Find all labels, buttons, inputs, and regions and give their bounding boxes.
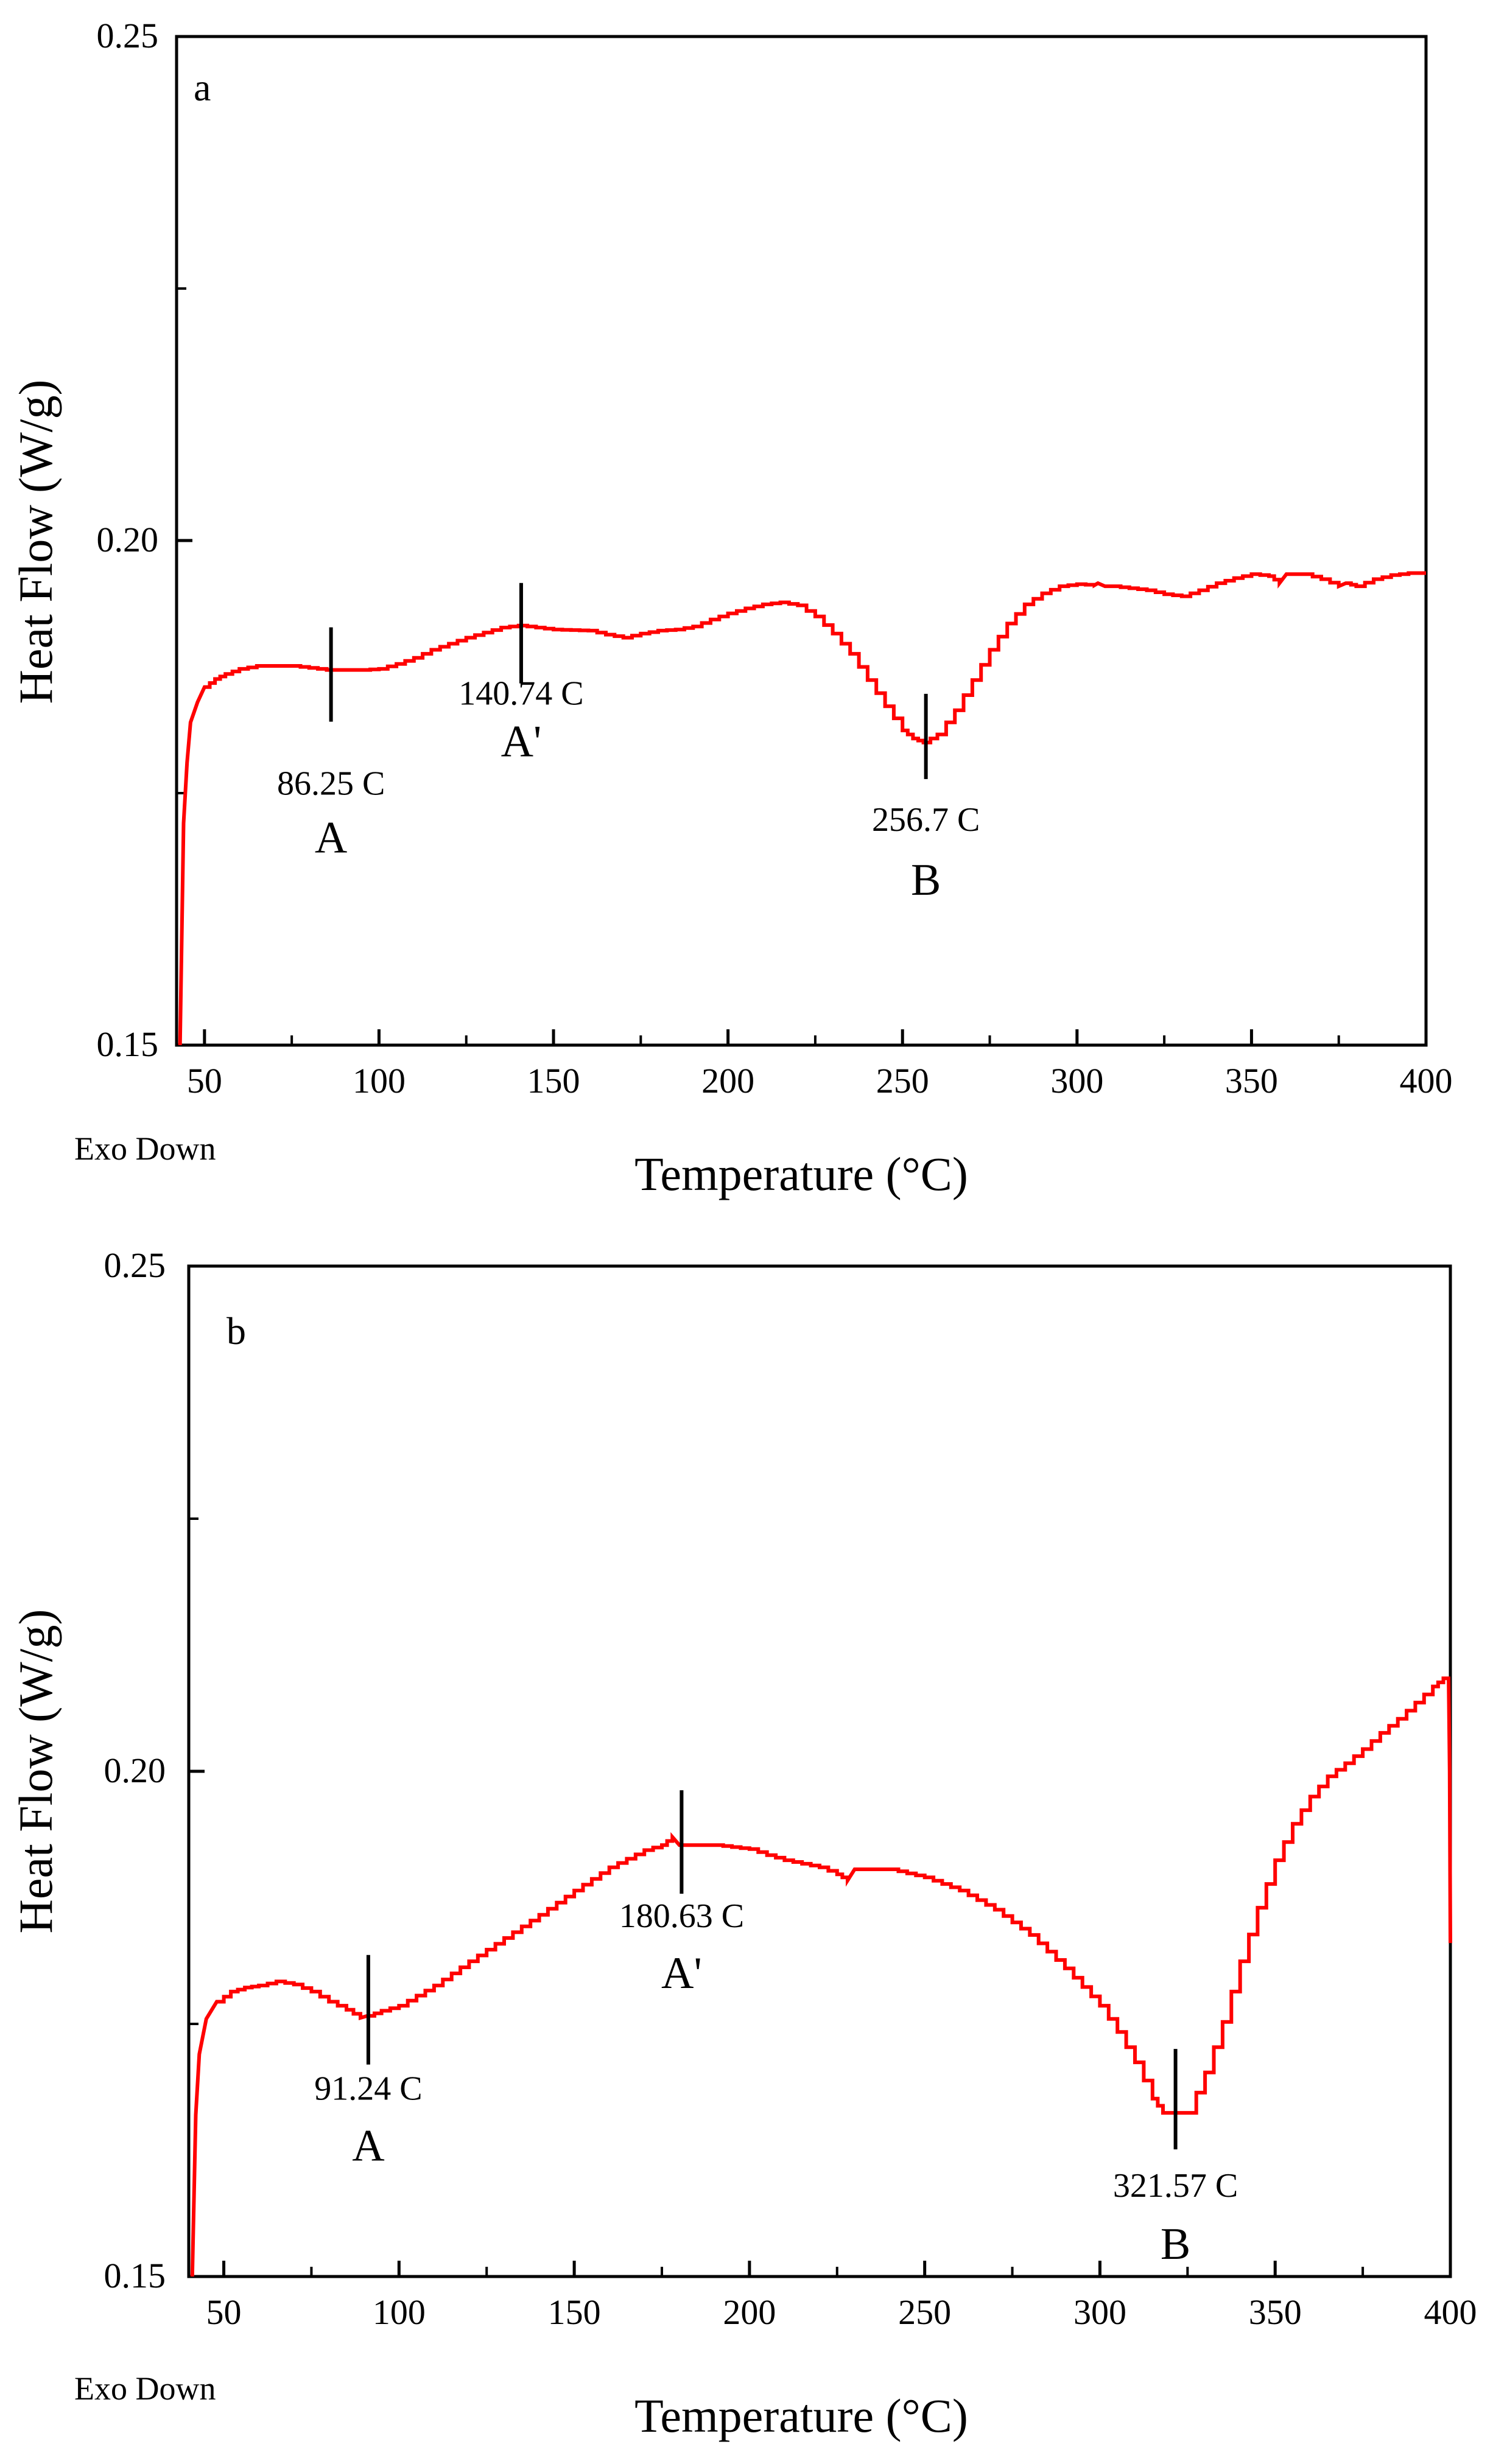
x-tick-label: 150	[548, 2292, 601, 2332]
panel-label-a: a	[194, 66, 211, 109]
annotations-b: 91.24 C A 180.63 C A' 321.57 C B	[314, 1790, 1238, 2269]
exo-down-label-a: Exo Down	[74, 1130, 216, 1167]
annotation-value: 256.7 C	[872, 801, 980, 839]
annotation-letter: B	[911, 855, 941, 905]
annotation-letter: A'	[661, 1948, 702, 1998]
x-tick-label: 50	[206, 2292, 242, 2332]
y-tick-label: 0.15	[104, 2256, 166, 2295]
panel-a: a 0.15 0.20 0.25 50 100 150 200 250 300 350 400…	[9, 16, 1453, 1200]
y-tick-label: 0.15	[97, 1024, 159, 1064]
y-axis-title-a: Heat Flow (W/g)	[9, 380, 62, 704]
x-tick-label: 350	[1249, 2292, 1302, 2332]
y-tick-label: 0.20	[104, 1751, 166, 1790]
annotations-a: 86.25 C A 140.74 C A' 256.7 C B	[277, 583, 980, 905]
x-tick-label: 200	[701, 1061, 754, 1101]
exo-down-label-b: Exo Down	[74, 2370, 216, 2407]
plot-frame-a	[175, 35, 1428, 1047]
dsc-curve-a	[178, 571, 1426, 1046]
annotation-letter: A	[352, 2121, 384, 2171]
x-tick-label: 100	[353, 1061, 406, 1101]
x-tick-label: 350	[1225, 1061, 1278, 1101]
x-tick-label: 250	[898, 2292, 951, 2332]
annotation-value: 180.63 C	[619, 1897, 744, 1935]
x-axis-title-b: Temperature (°C)	[634, 2389, 968, 2442]
x-ticks-a: 50 100 150 200 250 300 350 400	[187, 1029, 1453, 1101]
annotation-value: 140.74 C	[458, 675, 583, 713]
x-tick-label: 250	[876, 1061, 929, 1101]
y-tick-label: 0.20	[97, 520, 159, 559]
x-tick-label: 300	[1073, 2292, 1126, 2332]
panel-b: b 0.15 0.20 0.25 50 100 150 200 250 300 350 400…	[9, 1245, 1477, 2442]
x-axis-title-a: Temperature (°C)	[634, 1147, 968, 1200]
y-ticks-b: 0.15 0.20 0.25	[104, 1245, 205, 2295]
x-tick-label: 200	[723, 2292, 776, 2332]
annotation-value: 86.25 C	[277, 765, 385, 803]
x-ticks-b: 50 100 150 200 250 300 350 400	[206, 2261, 1477, 2332]
y-tick-label: 0.25	[104, 1245, 166, 1285]
panel-label-b: b	[227, 1309, 246, 1353]
annotation-value: 91.24 C	[314, 2070, 422, 2108]
y-tick-label: 0.25	[97, 16, 159, 55]
annotation-letter: A'	[501, 717, 542, 767]
annotation-letter: A	[315, 813, 347, 863]
annotation-value: 321.57 C	[1113, 2167, 1238, 2205]
annotation-letter: B	[1161, 2219, 1190, 2269]
x-tick-label: 150	[527, 1061, 580, 1101]
x-tick-label: 100	[373, 2292, 426, 2332]
x-tick-label: 50	[187, 1061, 222, 1101]
x-tick-label: 300	[1050, 1061, 1103, 1101]
x-tick-label: 400	[1400, 1061, 1453, 1101]
x-tick-label: 400	[1424, 2292, 1477, 2332]
y-ticks-a: 0.15 0.20 0.25	[97, 16, 192, 1064]
y-axis-title-b: Heat Flow (W/g)	[9, 1609, 62, 1934]
dsc-curve-b	[190, 1676, 1452, 2277]
